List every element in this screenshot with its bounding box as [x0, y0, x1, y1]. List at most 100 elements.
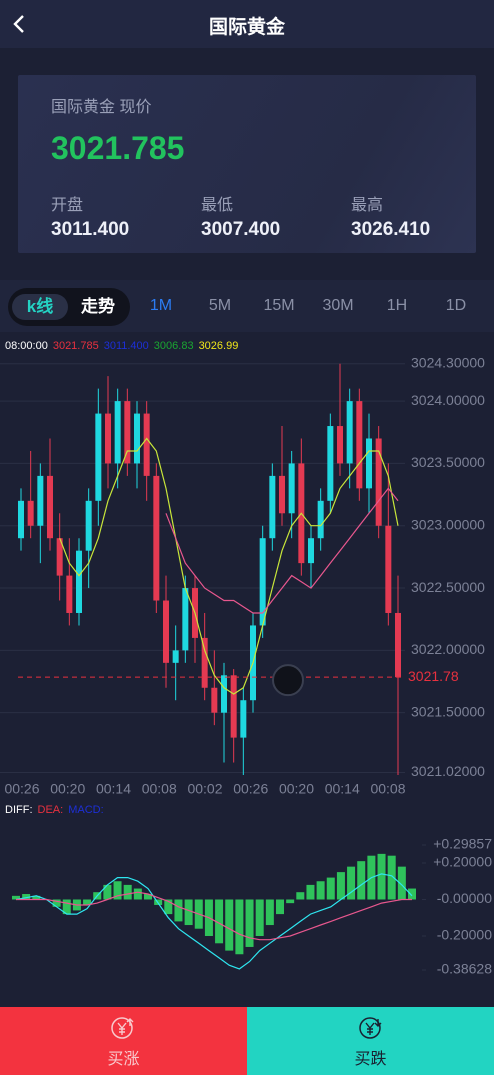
- candle-body: [230, 675, 237, 738]
- macd-bar: [265, 899, 274, 926]
- legend-item: DIFF:: [5, 804, 33, 816]
- period-tab[interactable]: 1H: [386, 297, 408, 314]
- period-tab[interactable]: 30M: [322, 297, 354, 314]
- legend-item: 08:00:00: [5, 340, 48, 352]
- candle-body: [269, 475, 276, 539]
- button-label: 买跌: [354, 1051, 387, 1068]
- candle-body: [114, 401, 121, 464]
- x-tick-label: 00:26: [233, 781, 268, 797]
- candle-body: [375, 438, 382, 526]
- stat: 开盘 3011.400: [51, 191, 129, 241]
- y-tick-label: 3023.50000: [411, 454, 485, 470]
- stat: 最低 3007.400: [201, 191, 280, 241]
- candle-body: [308, 538, 314, 564]
- candle-body: [124, 401, 131, 464]
- back-button[interactable]: [10, 12, 30, 36]
- buy-down-button[interactable]: 买跌: [247, 1007, 494, 1075]
- candle-body: [317, 500, 324, 539]
- candle-body: [27, 500, 34, 526]
- macd-bar: [387, 855, 396, 900]
- candle-body: [163, 600, 169, 663]
- legend-item: 3026.99: [198, 340, 239, 352]
- candle-body: [172, 650, 179, 663]
- y-tick-label: 3023.00000: [411, 516, 485, 532]
- legend-item: 3021.785: [52, 340, 99, 352]
- x-tick-label: 00:14: [325, 781, 360, 797]
- last-price-label: 3021.78: [408, 668, 459, 684]
- y-tick-label: 3021.02000: [411, 763, 485, 779]
- icon: [359, 1017, 382, 1039]
- macd-bar: [336, 872, 345, 900]
- legend-item: MACD:: [68, 804, 104, 816]
- buy-up-button[interactable]: 买涨: [0, 1007, 247, 1075]
- period-tab[interactable]: 1D: [445, 297, 467, 314]
- stat: 最高 3026.410: [351, 191, 430, 241]
- macd-bar: [32, 895, 41, 900]
- stat-label: 最低: [201, 197, 234, 214]
- candle-body: [95, 413, 102, 501]
- y-tick-label: 3024.30000: [411, 354, 485, 370]
- period-tab[interactable]: 5M: [208, 297, 232, 314]
- crosshair-dot: [272, 664, 304, 697]
- x-tick-label: 00:14: [96, 781, 131, 797]
- candle-body: [288, 463, 295, 514]
- x-tick-label: 00:08: [370, 781, 405, 797]
- macd-bar: [83, 899, 92, 905]
- legend-item: 3011.400: [103, 340, 149, 352]
- y-tick-label: +0.29857: [433, 836, 492, 852]
- x-tick-label: 00:26: [4, 781, 39, 797]
- macd-bar: [276, 899, 284, 915]
- candle-body: [76, 550, 82, 613]
- candle-body: [201, 637, 208, 688]
- stat-value: 3007.400: [201, 219, 281, 240]
- icon: [111, 1017, 134, 1039]
- tab-bar: k线 走势 1M 5M 15M 30M 1H 1D: [0, 280, 494, 332]
- mode-tab[interactable]: 走势: [81, 297, 115, 316]
- legend-item: DEA:: [37, 804, 64, 816]
- x-tick-label: 00:20: [279, 781, 314, 797]
- indicator-line: [16, 891, 412, 941]
- macd-bar: [306, 884, 315, 900]
- chart: 3024.30000 3024.00000 3023.50000 3023.00000…: [0, 354, 492, 977]
- macd-bar: [133, 888, 142, 900]
- macd-bar: [296, 892, 305, 900]
- candle-body: [85, 500, 92, 551]
- macd-bar: [52, 899, 61, 907]
- macd-bar: [184, 899, 193, 926]
- stat-label: 最高: [351, 197, 384, 214]
- period-tab[interactable]: 15M: [263, 297, 295, 314]
- mode-switch: k线 走势: [8, 288, 130, 326]
- macd-bar: [113, 881, 122, 900]
- macd-bar: [215, 899, 224, 944]
- macd-bar: [316, 881, 325, 900]
- macd-bar: [144, 894, 152, 900]
- y-tick-label: -0.38628: [437, 961, 492, 977]
- stat-label: 开盘: [51, 197, 84, 214]
- macd-bar: [326, 877, 335, 900]
- candle-body: [105, 413, 111, 464]
- y-tick-label: +0.20000: [433, 854, 492, 870]
- candle-body: [346, 401, 353, 464]
- candle-body: [153, 475, 160, 601]
- legend: 08:00:00 3021.785 3011.400 3006.83 3026.99: [5, 340, 243, 352]
- candle-body: [56, 538, 63, 576]
- x-tick-label: 00:02: [187, 781, 222, 797]
- candle-body: [221, 675, 227, 713]
- quote-label: 国际黄金 现价: [51, 99, 152, 116]
- y-tick-label: 3022.00000: [411, 641, 485, 657]
- period-tab[interactable]: 1M: [149, 297, 173, 314]
- macd-bar: [103, 884, 112, 900]
- x-tick-label: 00:08: [142, 781, 177, 797]
- candle-body: [134, 413, 140, 464]
- y-tick-label: 3024.00000: [411, 392, 485, 408]
- legend-item: 3006.83: [153, 340, 194, 352]
- quote-card: 国际黄金 现价 3021.785 开盘 3011.400 最低 3007.400…: [18, 75, 476, 253]
- action-bar: 买涨 买跌: [0, 1007, 494, 1075]
- indicator-line: [15, 873, 413, 970]
- macd-bar: [397, 866, 406, 900]
- candle-body: [337, 426, 343, 464]
- mode-tab[interactable]: k线: [12, 294, 68, 320]
- button-label: 买涨: [107, 1051, 140, 1068]
- macd-bar: [62, 899, 71, 915]
- macd-bar: [174, 899, 183, 922]
